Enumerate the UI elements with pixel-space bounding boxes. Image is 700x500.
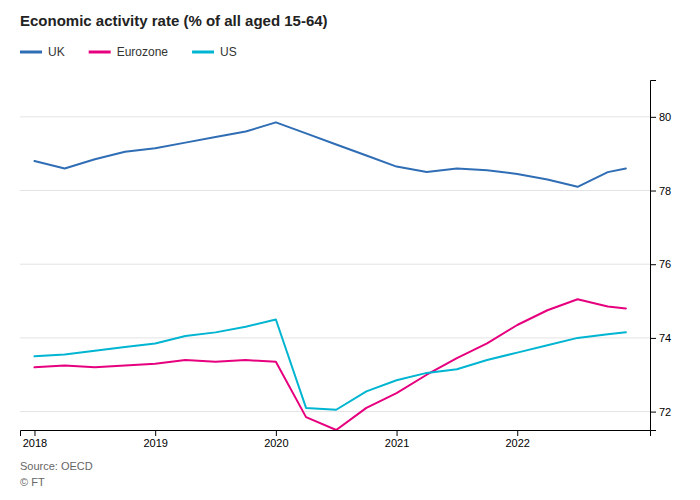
y-tick-mark [650, 117, 656, 118]
y-tick-mark [650, 338, 656, 339]
x-tick-mark [155, 430, 156, 436]
x-axis-line [21, 431, 651, 437]
legend-item: Eurozone [89, 45, 169, 59]
y-tick-label: 74 [659, 332, 671, 344]
legend-label: Eurozone [117, 45, 169, 59]
y-tick-label: 76 [659, 258, 671, 270]
legend-swatch [20, 51, 42, 54]
y-tick-label: 78 [659, 185, 671, 197]
annotations: Source: OECD © FT [20, 460, 93, 488]
y-axis: 72 74 76 78 80 [650, 81, 671, 431]
grid-line [20, 116, 650, 117]
legend-label: UK [48, 45, 65, 59]
y-tick: 74 [650, 332, 671, 344]
series-line [34, 122, 625, 186]
chart-container: Economic activity rate (% of all aged 15… [0, 0, 700, 500]
x-tick: 2019 [143, 430, 167, 449]
legend-label: US [220, 45, 237, 59]
series-line [34, 299, 625, 430]
legend-item: UK [20, 45, 65, 59]
y-tick: 78 [650, 185, 671, 197]
x-tick-mark [397, 430, 398, 436]
x-tick-mark [34, 430, 35, 436]
x-tick: 2020 [264, 430, 288, 449]
series-line [34, 319, 625, 409]
x-tick: 2021 [385, 430, 409, 449]
x-tick: 2018 [23, 430, 47, 449]
x-axis: 2018 2019 2020 2021 2022 [21, 430, 651, 449]
y-tick: 72 [650, 406, 671, 418]
grid-line [20, 190, 650, 191]
chart: Economic activity rate (% of all aged 15… [0, 0, 700, 500]
plot-area [34, 122, 625, 430]
x-tick: 2022 [505, 430, 529, 449]
x-tick-label: 2022 [505, 437, 529, 449]
y-tick-mark [650, 412, 656, 413]
x-tick-label: 2019 [143, 437, 167, 449]
y-tick: 76 [650, 258, 671, 270]
title: Economic activity rate (% of all aged 15… [20, 12, 328, 29]
legend-swatch [89, 51, 111, 54]
grid-line [20, 411, 650, 412]
y-tick-mark [650, 264, 656, 265]
grid-line [20, 337, 650, 338]
y-tick-label: 80 [659, 111, 671, 123]
annotation: Source: OECD [20, 460, 93, 472]
x-tick-mark [276, 430, 277, 436]
x-tick-label: 2021 [385, 437, 409, 449]
legend-item: US [192, 45, 237, 59]
x-tick-label: 2018 [23, 437, 47, 449]
legend: UK Eurozone US [20, 45, 237, 59]
y-axis-line [651, 81, 657, 431]
x-tick-label: 2020 [264, 437, 288, 449]
y-tick-label: 72 [659, 406, 671, 418]
y-tick-mark [650, 191, 656, 192]
x-tick-mark [517, 430, 518, 436]
annotation: © FT [20, 476, 45, 488]
y-tick: 80 [650, 111, 671, 123]
grid-line [20, 264, 650, 265]
legend-swatch [192, 51, 214, 54]
grid [20, 117, 650, 412]
